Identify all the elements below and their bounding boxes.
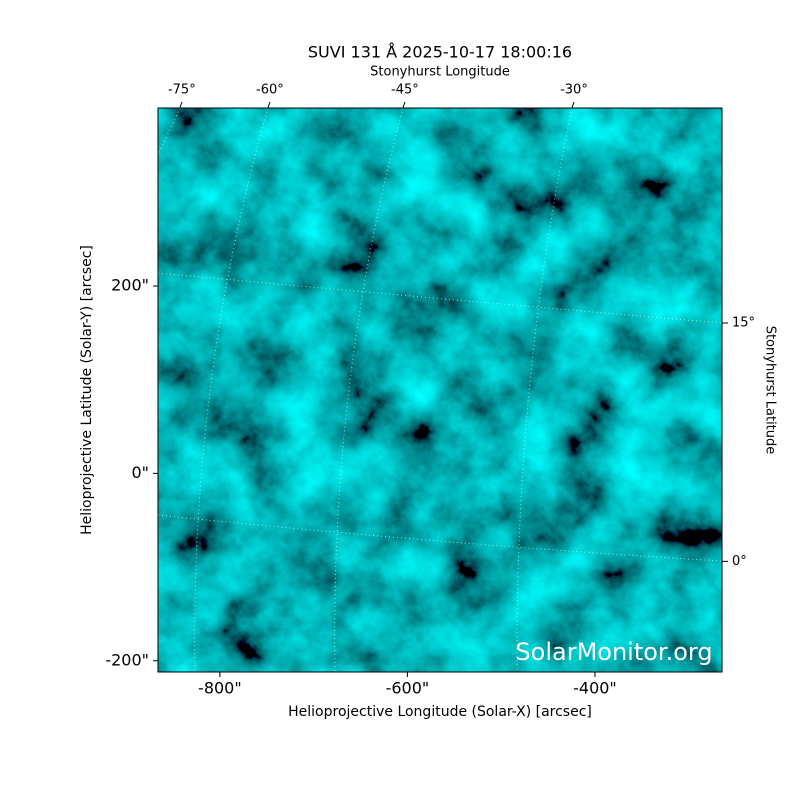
grid-line [158,272,722,324]
coordinate-grid [158,108,722,672]
x2-tick [571,101,575,109]
x2-tick-label: -45° [391,83,419,98]
y-tick-label: 0" [131,463,149,482]
x-tick-label: -600" [386,679,430,698]
y2-tick-label: 15° [732,316,755,331]
y-tick-label: -200" [105,650,149,669]
x-tick-label: -800" [198,679,242,698]
x-label: Helioprojective Longitude (Solar-X) [arc… [288,704,592,720]
y-label: Helioprojective Latitude (Solar-Y) [arcs… [79,245,95,535]
x2-tick [402,101,406,109]
grid-line [516,108,573,672]
grid-line [158,514,722,562]
x2-tick-label: -60° [256,83,284,98]
x-tick-label: -400" [573,679,617,698]
y2-label: Stonyhurst Latitude [763,326,778,455]
y-tick-label: 200" [111,276,149,295]
chart-title: SUVI 131 Å 2025-10-17 18:00:16 [308,43,572,62]
x2-tick-label: -30° [560,83,588,98]
x2-tick [267,101,271,109]
y2-tick-label: 0° [732,554,747,569]
watermark: SolarMonitor.org [515,638,712,666]
grid-line [158,108,181,156]
x2-tick [179,101,183,109]
solar-image [158,108,722,672]
x2-label: Stonyhurst Longitude [370,65,510,80]
x2-tick-label: -75° [168,83,196,98]
axes-frame [157,107,723,673]
